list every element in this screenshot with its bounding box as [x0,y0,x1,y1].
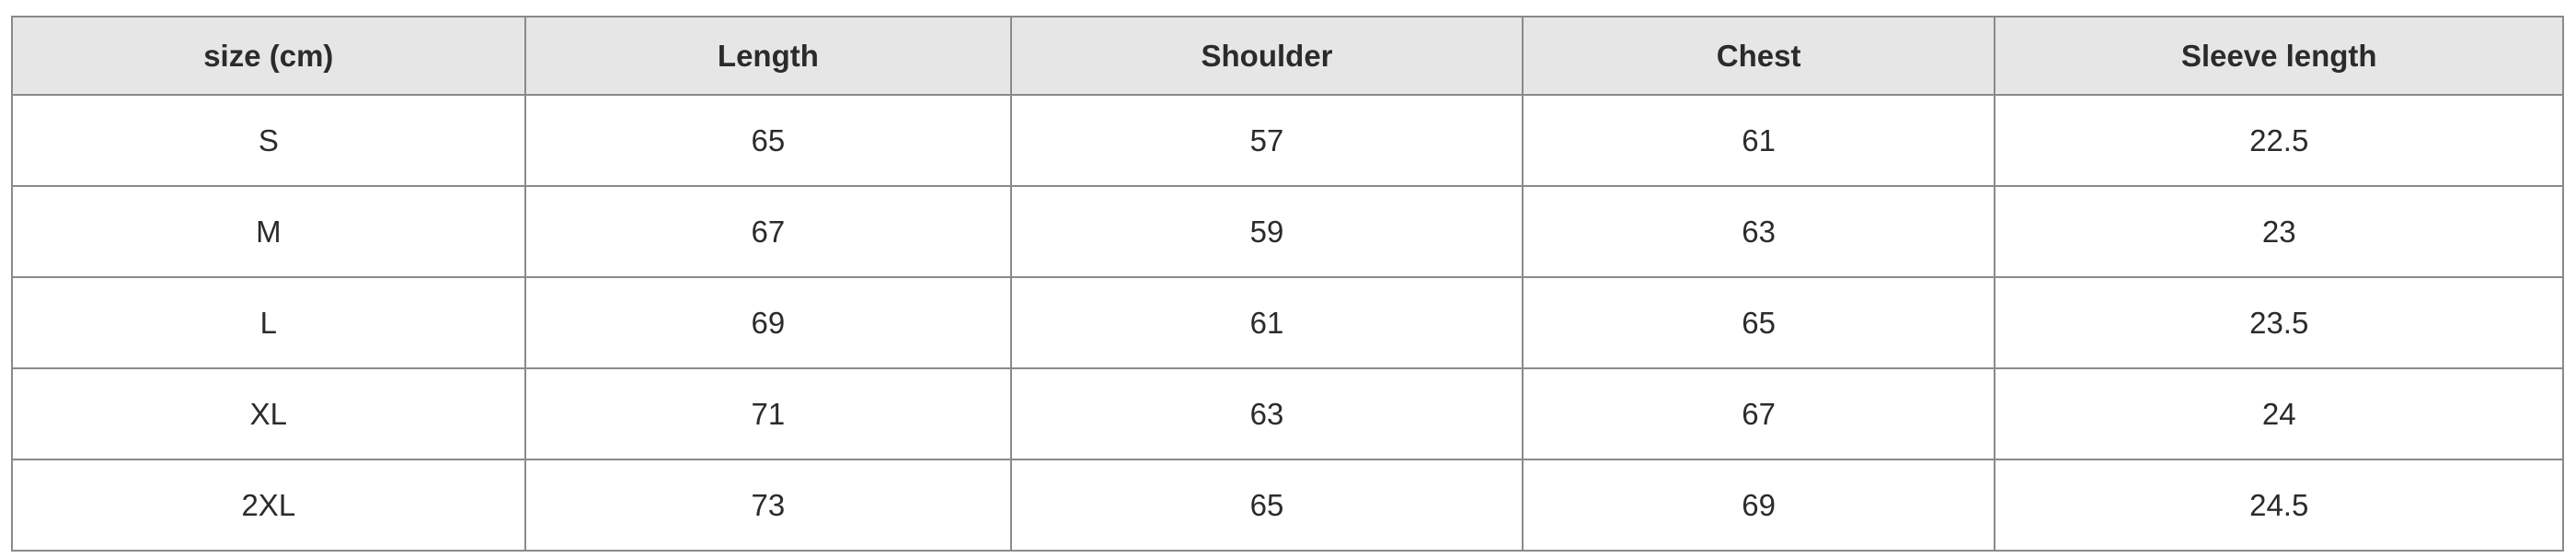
size-chart-body: S 65 57 61 22.5 M 67 59 63 23 L 69 61 65… [11,94,2564,552]
size-label-cell: XL [11,367,526,460]
table-row-s: S 65 57 61 22.5 [11,94,2564,187]
table-row-m: M 67 59 63 23 [11,185,2564,278]
header-cell-length: Length [523,16,1013,96]
header-cell-chest: Chest [1521,16,1996,96]
length-value-cell: 71 [523,367,1013,460]
table-row-l: L 69 61 65 23.5 [11,276,2564,369]
sleeve-length-value-cell: 24 [1994,367,2564,460]
header-row: size (cm) Length Shoulder Chest Sleeve l… [11,16,2564,96]
chest-value-cell: 61 [1521,94,1996,187]
shoulder-value-cell: 65 [1010,459,1524,552]
table-row-2xl: 2XL 73 65 69 24.5 [11,459,2564,552]
shoulder-value-cell: 59 [1010,185,1524,278]
size-chart-header: size (cm) Length Shoulder Chest Sleeve l… [11,16,2564,96]
chest-value-cell: 65 [1521,276,1996,369]
size-label-cell: S [11,94,526,187]
chest-value-cell: 69 [1521,459,1996,552]
header-cell-shoulder: Shoulder [1010,16,1524,96]
table-row-xl: XL 71 63 67 24 [11,367,2564,460]
sleeve-length-value-cell: 24.5 [1994,459,2564,552]
size-label-cell: M [11,185,526,278]
sleeve-length-value-cell: 23.5 [1994,276,2564,369]
header-cell-sleeve-length: Sleeve length [1994,16,2564,96]
chest-value-cell: 67 [1521,367,1996,460]
chest-value-cell: 63 [1521,185,1996,278]
size-label-cell: L [11,276,526,369]
header-cell-size: size (cm) [11,16,526,96]
size-chart-table: size (cm) Length Shoulder Chest Sleeve l… [11,16,2564,552]
shoulder-value-cell: 57 [1010,94,1524,187]
sleeve-length-value-cell: 23 [1994,185,2564,278]
length-value-cell: 67 [523,185,1013,278]
length-value-cell: 73 [523,459,1013,552]
shoulder-value-cell: 61 [1010,276,1524,369]
length-value-cell: 69 [523,276,1013,369]
size-label-cell: 2XL [11,459,526,552]
sleeve-length-value-cell: 22.5 [1994,94,2564,187]
length-value-cell: 65 [523,94,1013,187]
shoulder-value-cell: 63 [1010,367,1524,460]
